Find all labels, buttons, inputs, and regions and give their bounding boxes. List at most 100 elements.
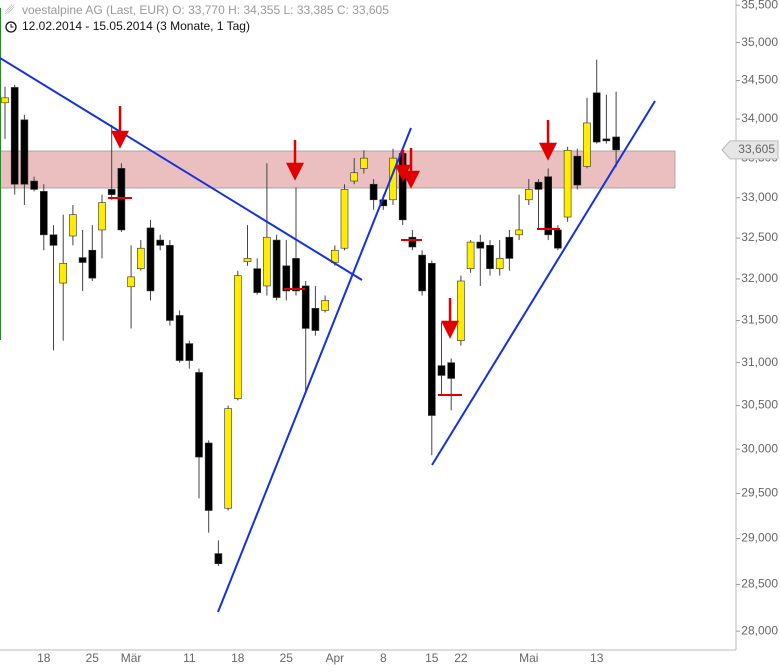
candle-body — [253, 268, 261, 293]
y-tick-label: 35,500 — [741, 0, 778, 11]
candle-body — [486, 245, 494, 269]
x-tick-label: 18 — [37, 651, 51, 665]
last-price-tag — [721, 140, 779, 160]
candle-body — [515, 229, 523, 236]
candle-body — [563, 149, 572, 218]
y-tick-label: 28,500 — [741, 577, 778, 591]
candle-body — [166, 245, 174, 321]
candle-body — [39, 191, 48, 236]
arrow — [110, 106, 130, 149]
trend-lines — [0, 57, 656, 613]
candle-body — [612, 136, 620, 151]
clock-icon — [5, 21, 17, 33]
logo: ␥ — [5, 3, 15, 17]
candle-body — [544, 176, 553, 236]
y-tick-label: 34,500 — [741, 73, 778, 87]
resistance-band — [0, 150, 676, 189]
y-tick-label: 29,000 — [741, 531, 778, 545]
candle-body — [49, 234, 58, 246]
candle-body — [1, 97, 9, 104]
x-tick-label: 25 — [280, 651, 294, 665]
candle-body — [292, 258, 300, 292]
y-tick-label: 30,500 — [741, 398, 778, 412]
y-tick-label: 31,500 — [741, 313, 778, 327]
markers — [108, 197, 560, 396]
candle-body — [204, 442, 213, 511]
candle-body — [214, 553, 223, 564]
candle-body — [146, 227, 155, 292]
candle-body — [466, 241, 475, 269]
candle-body — [175, 315, 184, 361]
y-tick-label: 34,000 — [741, 111, 778, 125]
candle-body — [98, 202, 106, 231]
candle-body — [447, 362, 456, 379]
candle-body — [534, 181, 543, 190]
candle-body — [156, 239, 164, 246]
x-tick-label: 18 — [231, 651, 245, 665]
y-tick-label: 31,000 — [741, 355, 778, 369]
candle-body — [282, 265, 291, 292]
candle-body — [476, 241, 485, 249]
arrow — [285, 140, 305, 181]
clock-hand — [10, 24, 14, 28]
x-tick-label: 13 — [590, 651, 604, 665]
candle-body — [360, 157, 368, 169]
candle-body — [30, 180, 38, 190]
y-tick-label: 28,000 — [741, 623, 778, 637]
candle-body — [195, 372, 203, 458]
candle-body — [573, 155, 582, 186]
y-tick-label: 29,500 — [741, 486, 778, 500]
candle-body — [185, 343, 194, 361]
trend-line — [217, 127, 412, 613]
candle-body — [301, 285, 310, 329]
chart-subtitle: 12.02.2014 - 15.05.2014 (3 Monate, 1 Tag… — [22, 19, 250, 33]
candle-body — [107, 189, 116, 195]
candle-body — [457, 280, 465, 341]
x-tick-label: 11 — [183, 651, 196, 665]
y-tick-label: 32,000 — [741, 271, 778, 285]
candle-body — [554, 229, 562, 249]
candle-body — [495, 258, 504, 269]
candle-body — [224, 408, 232, 509]
candle-body — [340, 189, 349, 249]
candle-body — [78, 257, 87, 263]
candle-body — [69, 214, 77, 237]
candle-body — [418, 254, 426, 292]
candle-body — [524, 189, 533, 201]
candle-body — [408, 236, 417, 248]
y-tick-label: 32,500 — [741, 230, 778, 244]
candle-body — [117, 168, 126, 231]
candle-body — [369, 183, 378, 201]
candle-body — [263, 236, 271, 287]
x-tick-label: Mai — [519, 651, 538, 665]
y-tick-label: 35,000 — [741, 35, 778, 49]
candle-body — [505, 236, 514, 259]
candle-body — [137, 247, 145, 269]
arrow — [538, 120, 558, 161]
candle-body — [20, 119, 29, 185]
trend-line — [0, 57, 363, 281]
candle-body — [59, 263, 68, 284]
candle-body — [602, 138, 611, 142]
plot-area — [1, 59, 620, 566]
arrow — [440, 298, 460, 339]
x-tick-label: Apr — [325, 651, 344, 665]
candle-body — [243, 258, 252, 262]
candle-body — [583, 122, 591, 167]
x-tick-label: 22 — [454, 651, 468, 665]
arrow — [401, 148, 421, 189]
candle-body — [592, 92, 601, 143]
candle-body — [272, 239, 281, 298]
candle-body — [234, 275, 242, 399]
arrows — [110, 106, 558, 339]
candle-body — [311, 308, 320, 331]
candle-body — [437, 365, 446, 376]
last-price-label: 33,605 — [738, 142, 775, 156]
chart-title: voestalpine AG (Last, EUR) O: 33,770 H: … — [22, 3, 389, 17]
candle-body — [10, 87, 19, 185]
x-tick-label: Mär — [121, 651, 142, 665]
trend-line — [431, 100, 656, 466]
y-tick-label: 33,000 — [741, 190, 778, 204]
x-tick-label: 25 — [86, 651, 100, 665]
